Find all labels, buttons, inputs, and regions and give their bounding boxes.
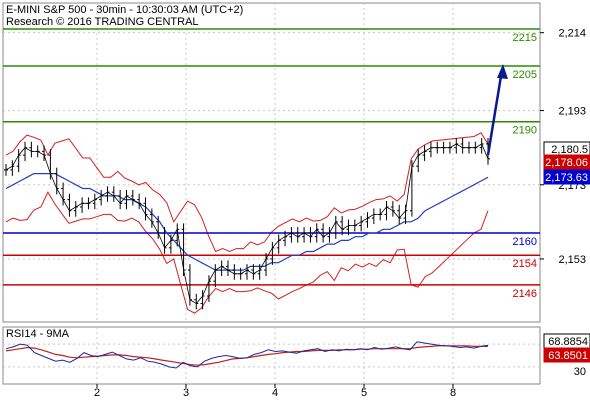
price-bars bbox=[4, 138, 490, 310]
price-badge bbox=[543, 154, 590, 170]
price-badge-label: 2,178.06 bbox=[545, 157, 588, 169]
level-label: 2160 bbox=[513, 236, 537, 248]
price-badge-label: 2,180.5 bbox=[551, 144, 588, 156]
arrow-head bbox=[497, 64, 508, 80]
rsi-badge-label: 63.8501 bbox=[548, 350, 588, 362]
level-label: 2154 bbox=[513, 258, 537, 270]
price-panel bbox=[2, 2, 541, 323]
x-tick-label: 4 bbox=[272, 387, 278, 399]
level-label: 2215 bbox=[513, 32, 537, 44]
y-tick-label: 2,153 bbox=[558, 254, 586, 266]
bollinger-upper bbox=[5, 132, 489, 253]
level-label: 2205 bbox=[513, 69, 537, 81]
price-badge-label: 2,173.63 bbox=[545, 172, 588, 184]
rsi-lines bbox=[5, 341, 489, 369]
level-label: 2146 bbox=[513, 288, 537, 300]
rsi-title: RSI14 - 9MA bbox=[6, 328, 70, 340]
rsi-tick-label: 30 bbox=[574, 366, 586, 378]
rsi-badge bbox=[543, 347, 590, 363]
x-tick-label: 2 bbox=[94, 387, 100, 399]
y-tick-label: 2,214 bbox=[558, 28, 586, 40]
level-label: 2190 bbox=[513, 125, 537, 137]
bollinger-bands bbox=[5, 132, 489, 314]
rsi-panel bbox=[2, 326, 541, 385]
arrow-shaft bbox=[486, 69, 504, 156]
rsi-badges: 68.8854 63.8501 bbox=[543, 333, 590, 363]
price-badges: 2,180.52,178.06 2,173.63 bbox=[543, 141, 590, 185]
rsi-axis: 30 bbox=[574, 366, 586, 378]
chart-copyright: Research © 2016 TRADING CENTRAL bbox=[6, 16, 199, 28]
bollinger-lower bbox=[5, 191, 489, 314]
rsi-badge-label: 68.8854 bbox=[548, 336, 588, 348]
price-badge bbox=[543, 169, 590, 185]
x-tick-label: 8 bbox=[450, 387, 456, 399]
rsi-line bbox=[5, 341, 489, 369]
forecast-arrow bbox=[486, 64, 508, 156]
price-line bbox=[5, 143, 489, 305]
time-axis: 2 3 4 5 8 bbox=[94, 384, 456, 399]
price-grid bbox=[3, 3, 540, 322]
chart-title: E-MINI S&P 500 - 30min - 10:30:03 AM (UT… bbox=[6, 4, 243, 16]
x-tick-label: 5 bbox=[361, 387, 367, 399]
support-resistance-levels: 2215 2205 2190 2160 2154 2146 bbox=[3, 28, 540, 300]
y-tick-label: 2,193 bbox=[558, 106, 586, 118]
x-tick-label: 3 bbox=[183, 387, 189, 399]
